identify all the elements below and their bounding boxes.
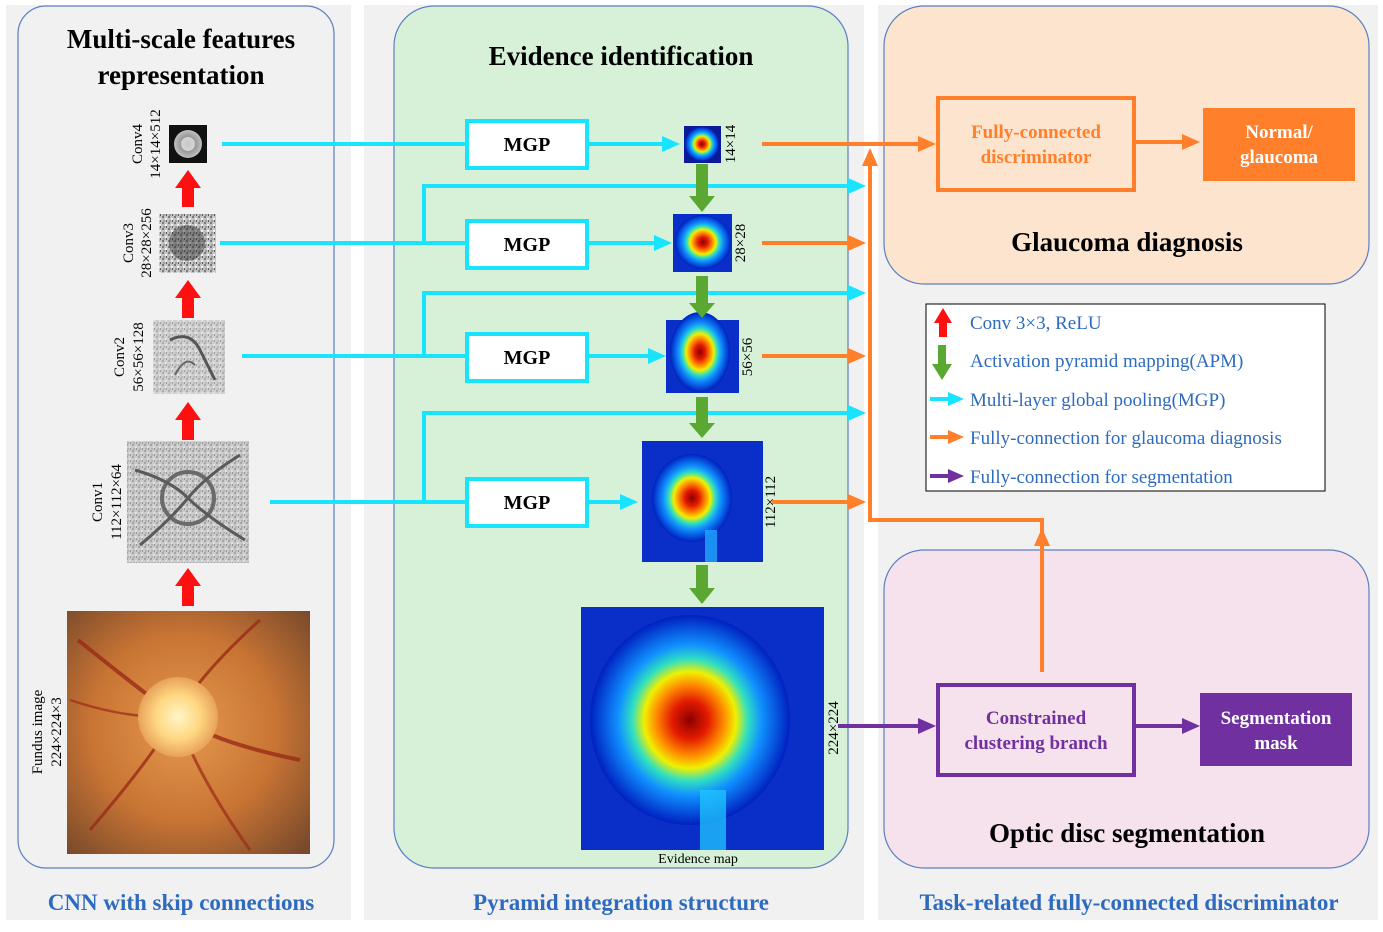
right-caption: Task-related fully-connected discriminat… [919, 890, 1338, 915]
conv-arrows [175, 170, 201, 606]
conv-arrow-1 [175, 568, 201, 606]
evidence-map-label: Evidence map [658, 852, 738, 867]
left-caption: CNN with skip connections [48, 890, 315, 915]
legend-label-conv: Conv 3×3, ReLU [970, 313, 1102, 334]
discriminator-line1: Fully-connected [971, 122, 1101, 143]
conv1-name: Conv1 [90, 482, 106, 522]
conv2-name: Conv2 [112, 337, 128, 377]
conv4-dims: 14×14×512 [148, 109, 164, 178]
activation-map-28 [673, 214, 732, 272]
conv1-dims: 112×112×64 [109, 464, 125, 540]
map-size-28: 28×28 [733, 224, 749, 262]
mgp-arrowheads [620, 136, 866, 510]
apm-arrow-3 [689, 397, 715, 438]
conv1-feature-map [127, 441, 249, 563]
mask-line2: mask [1254, 733, 1298, 754]
legend-label-fc-segmentation: Fully-connection for segmentation [970, 467, 1233, 488]
conv4-name: Conv4 [130, 124, 146, 165]
apm-arrow-1 [689, 164, 715, 212]
conv-arrow-2 [175, 402, 201, 440]
conv3-name: Conv3 [121, 223, 137, 263]
conv-arrow-4 [175, 170, 201, 207]
fully-connected-discriminator-box: Fully-connected discriminator [936, 96, 1136, 192]
left-title-line1: Multi-scale features [67, 24, 295, 54]
legend-red-up-arrow-icon [934, 308, 952, 337]
mgp-label-2: MGP [504, 234, 551, 256]
glaucoma-fc-connections [762, 140, 1186, 672]
branch-line2: clustering branch [964, 733, 1107, 754]
glaucoma-diagnosis-title: Glaucoma diagnosis [1011, 227, 1243, 257]
legend-label-apm: Activation pyramid mapping(APM) [970, 351, 1243, 372]
mgp-label-1: MGP [504, 134, 551, 156]
legend-purple-right-arrow-icon [930, 469, 964, 483]
middle-title: Evidence identification [489, 41, 754, 71]
glaucoma-fc-arrowheads [848, 134, 1200, 546]
mgp-box-3: MGP [465, 332, 589, 383]
legend-cyan-right-arrow-icon [930, 392, 964, 406]
output-line2: glaucoma [1240, 147, 1319, 168]
evidence-map [581, 607, 824, 850]
conv3-dims: 28×28×256 [139, 208, 155, 278]
discriminator-line2: discriminator [981, 147, 1092, 168]
map-size-56: 56×56 [740, 337, 756, 376]
map-size-112: 112×112 [763, 476, 779, 528]
apm-arrows [689, 164, 715, 604]
mgp-box-4: MGP [465, 477, 589, 528]
left-title-line2: representation [98, 60, 265, 90]
fundus-dims: 224×224×3 [49, 697, 65, 766]
conv4-feature-map [169, 125, 207, 163]
middle-caption: Pyramid integration structure [473, 890, 769, 915]
optic-disc-segmentation-title: Optic disc segmentation [989, 818, 1265, 848]
conv3-feature-map [159, 214, 216, 273]
legend-label-mgp: Multi-layer global pooling(MGP) [970, 390, 1225, 411]
legend: Conv 3×3, ReLU Activation pyramid mappin… [925, 303, 1326, 492]
fundus-image [67, 611, 310, 854]
map-size-224: 224×224 [826, 701, 842, 755]
legend-orange-right-arrow-icon [930, 430, 964, 444]
mgp-label-3: MGP [504, 347, 551, 369]
map-size-14: 14×14 [723, 124, 739, 163]
activation-map-112 [642, 441, 763, 562]
mgp-box-2: MGP [465, 219, 589, 270]
activation-map-56 [666, 312, 739, 393]
segmentation-fc-arrowheads [918, 718, 1200, 734]
mask-line1: Segmentation [1221, 708, 1332, 729]
segmentation-mask-output-box: Segmentation mask [1200, 693, 1352, 766]
output-line1: Normal/ [1245, 122, 1313, 143]
legend-label-fc-glaucoma: Fully-connection for glaucoma diagnosis [970, 428, 1282, 449]
fundus-name: Fundus image [30, 689, 46, 774]
apm-arrow-4 [689, 565, 715, 604]
conv2-feature-map [153, 320, 225, 394]
legend-green-down-arrow-icon [932, 345, 952, 380]
branch-line1: Constrained [986, 708, 1087, 729]
conv2-dims: 56×56×128 [131, 322, 147, 391]
activation-map-14 [684, 126, 721, 163]
conv-arrow-3 [175, 280, 201, 318]
normal-glaucoma-output-box: Normal/ glaucoma [1203, 108, 1355, 181]
mgp-box-1: MGP [465, 119, 589, 170]
mgp-label-4: MGP [504, 492, 551, 514]
apm-arrow-2 [689, 276, 715, 318]
constrained-clustering-branch-box: Constrained clustering branch [936, 683, 1136, 777]
